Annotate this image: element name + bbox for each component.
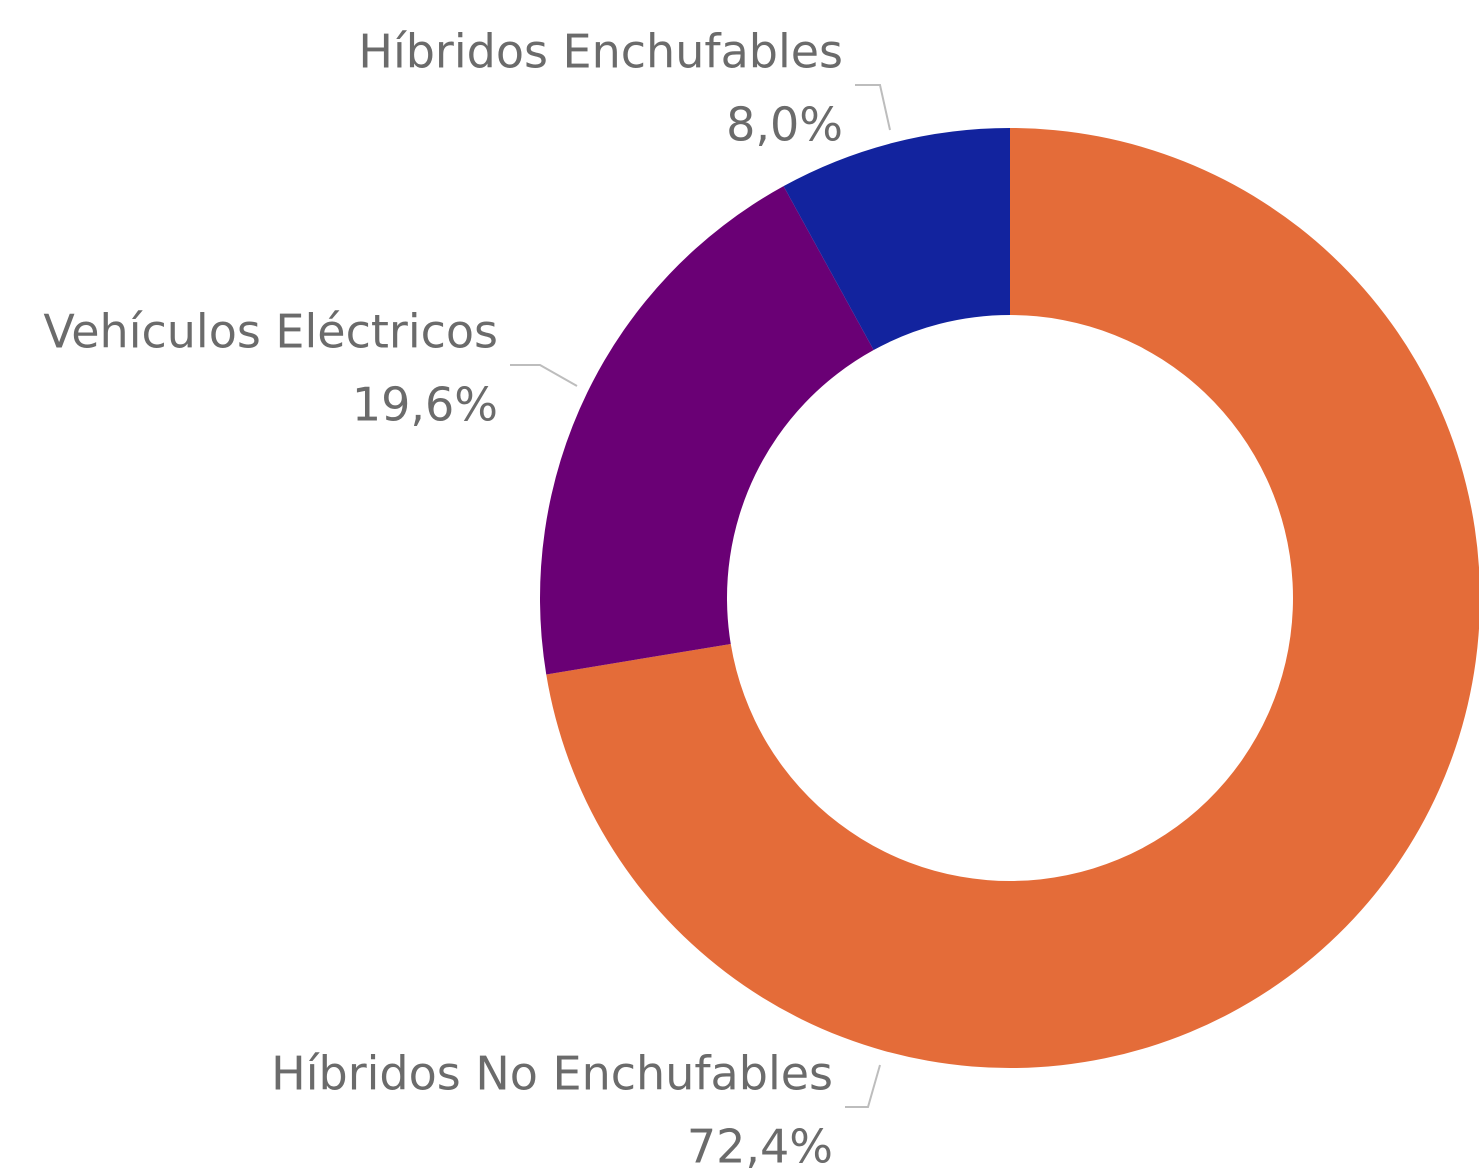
slice-label: Vehículos Eléctricos — [43, 305, 498, 359]
donut-slice — [783, 128, 1010, 351]
donut-slice — [540, 186, 874, 675]
value-label: 72,4% — [687, 1120, 833, 1174]
leader-line — [510, 364, 578, 387]
leader-line — [855, 84, 891, 131]
slice-label: Híbridos No Enchufables — [271, 1047, 833, 1101]
leader-line — [845, 1064, 881, 1108]
donut-slice — [546, 128, 1479, 1068]
slice-label: Híbridos Enchufables — [358, 25, 843, 79]
value-label: 19,6% — [352, 378, 498, 432]
value-label: 8,0% — [726, 98, 843, 152]
